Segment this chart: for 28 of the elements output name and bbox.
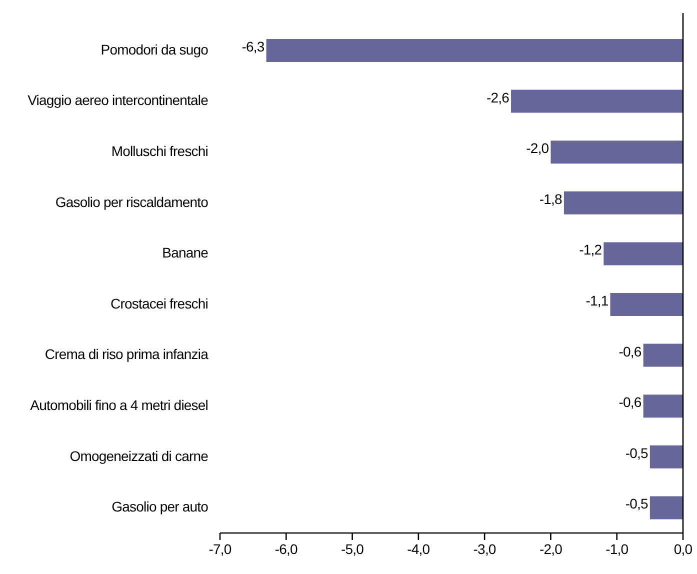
- data-label: -1,8: [539, 190, 563, 207]
- x-tick-label: -4,0: [407, 541, 430, 557]
- data-label: -1,1: [586, 292, 609, 308]
- y-tick-label: Gasolio per auto: [112, 498, 209, 515]
- x-tick-label: -2,0: [539, 541, 563, 557]
- data-label: -1,2: [579, 242, 602, 258]
- x-tick-label: 0,0: [674, 541, 693, 557]
- y-tick-label: Banane: [162, 244, 209, 261]
- y-tick-label: Viaggio aereo intercontinentale: [28, 92, 209, 108]
- data-label: -2,6: [486, 89, 510, 106]
- x-tick-label: -6,0: [274, 541, 298, 557]
- data-label: -2,0: [526, 140, 550, 156]
- x-tick-label: -5,0: [341, 541, 364, 557]
- y-tick-label: Automobili fino a 4 metri diesel: [30, 397, 208, 413]
- y-tick-label: Molluschi freschi: [111, 143, 208, 159]
- y-tick-label: Omogeneizzati di carne: [70, 448, 209, 464]
- x-tick-label: -1,0: [606, 541, 629, 557]
- y-tick-label: Pomodori da sugo: [100, 41, 209, 58]
- data-label: -0,6: [618, 394, 642, 410]
- data-label: -6,3: [242, 38, 265, 54]
- data-label: -0,5: [625, 444, 649, 461]
- y-tick-label: Crema di riso prima infanzia: [44, 346, 209, 362]
- data-label: -0,5: [625, 496, 649, 512]
- y-tick-label: Crostacei freschi: [110, 295, 208, 312]
- data-label: -0,6: [618, 343, 642, 360]
- x-tick-label: -3,0: [473, 541, 496, 557]
- x-tick-label: -7,0: [208, 541, 232, 557]
- y-tick-label: Gasolio per riscaldamento: [55, 194, 209, 210]
